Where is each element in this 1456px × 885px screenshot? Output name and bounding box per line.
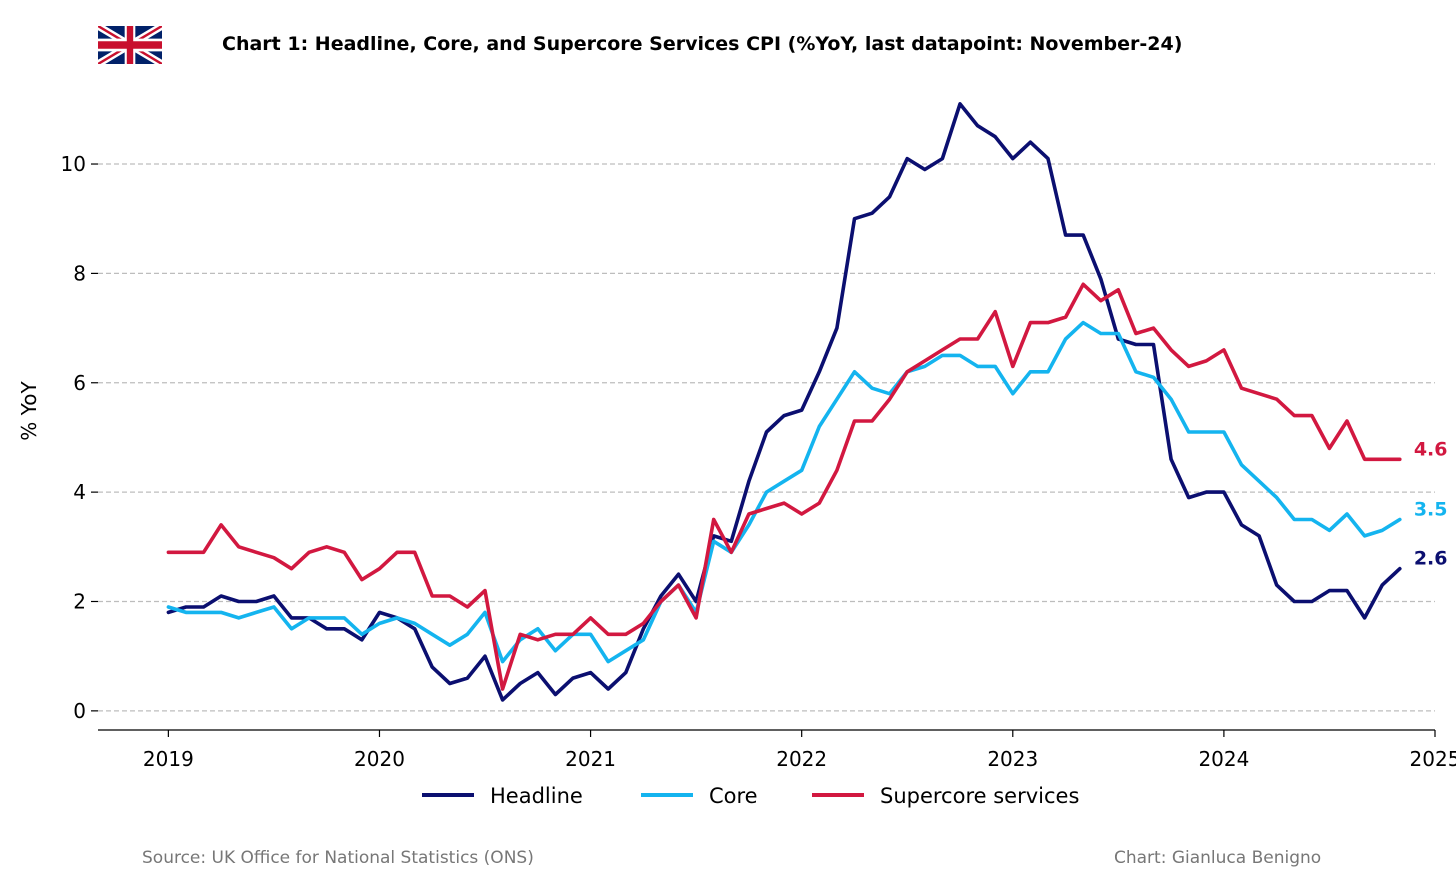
legend-label: Supercore services [880,784,1079,808]
y-tick-label: 0 [73,699,86,723]
x-tick-label: 2019 [143,747,194,771]
y-axis-label: % YoY [17,381,41,441]
end-labels: 2.6 3.5 4.6 [1414,438,1448,569]
x-tick-label: 2024 [1198,747,1249,771]
y-tick-label: 6 [73,371,86,395]
x-tick-label: 2020 [354,747,405,771]
y-tick-label: 4 [73,480,86,504]
grid-lines [98,163,1435,712]
x-tick-label: 2023 [987,747,1038,771]
legend-label: Headline [490,784,583,808]
legend-label: Core [709,784,758,808]
end-label-core: 3.5 [1414,498,1448,520]
x-tick-label: 2022 [776,747,827,771]
credit-note: Chart: Gianluca Benigno [1114,848,1322,868]
series-line-supercore-services [166,282,1402,691]
uk-flag-icon [98,26,162,64]
series-lines [166,102,1402,702]
series-line-core [166,320,1402,664]
end-label-headline: 2.6 [1414,548,1448,570]
series-line-headline [166,102,1402,702]
y-tick-label: 2 [73,589,86,613]
end-label-supercore-services: 4.6 [1414,438,1448,460]
chart-title: Chart 1: Headline, Core, and Supercore S… [222,33,1183,55]
y-tick-label: 8 [73,261,86,285]
axes: 0 2 4 6 8 10 2019 2020 2021 2022 2023 2024 2025 % YoY [17,152,1456,771]
source-note: Source: UK Office for National Statistic… [142,848,534,868]
x-tick-label: 2021 [565,747,616,771]
y-tick-label: 10 [61,152,86,176]
x-tick-label: 2025 [1410,747,1456,771]
legend: Headline Core Supercore services [422,784,1079,808]
